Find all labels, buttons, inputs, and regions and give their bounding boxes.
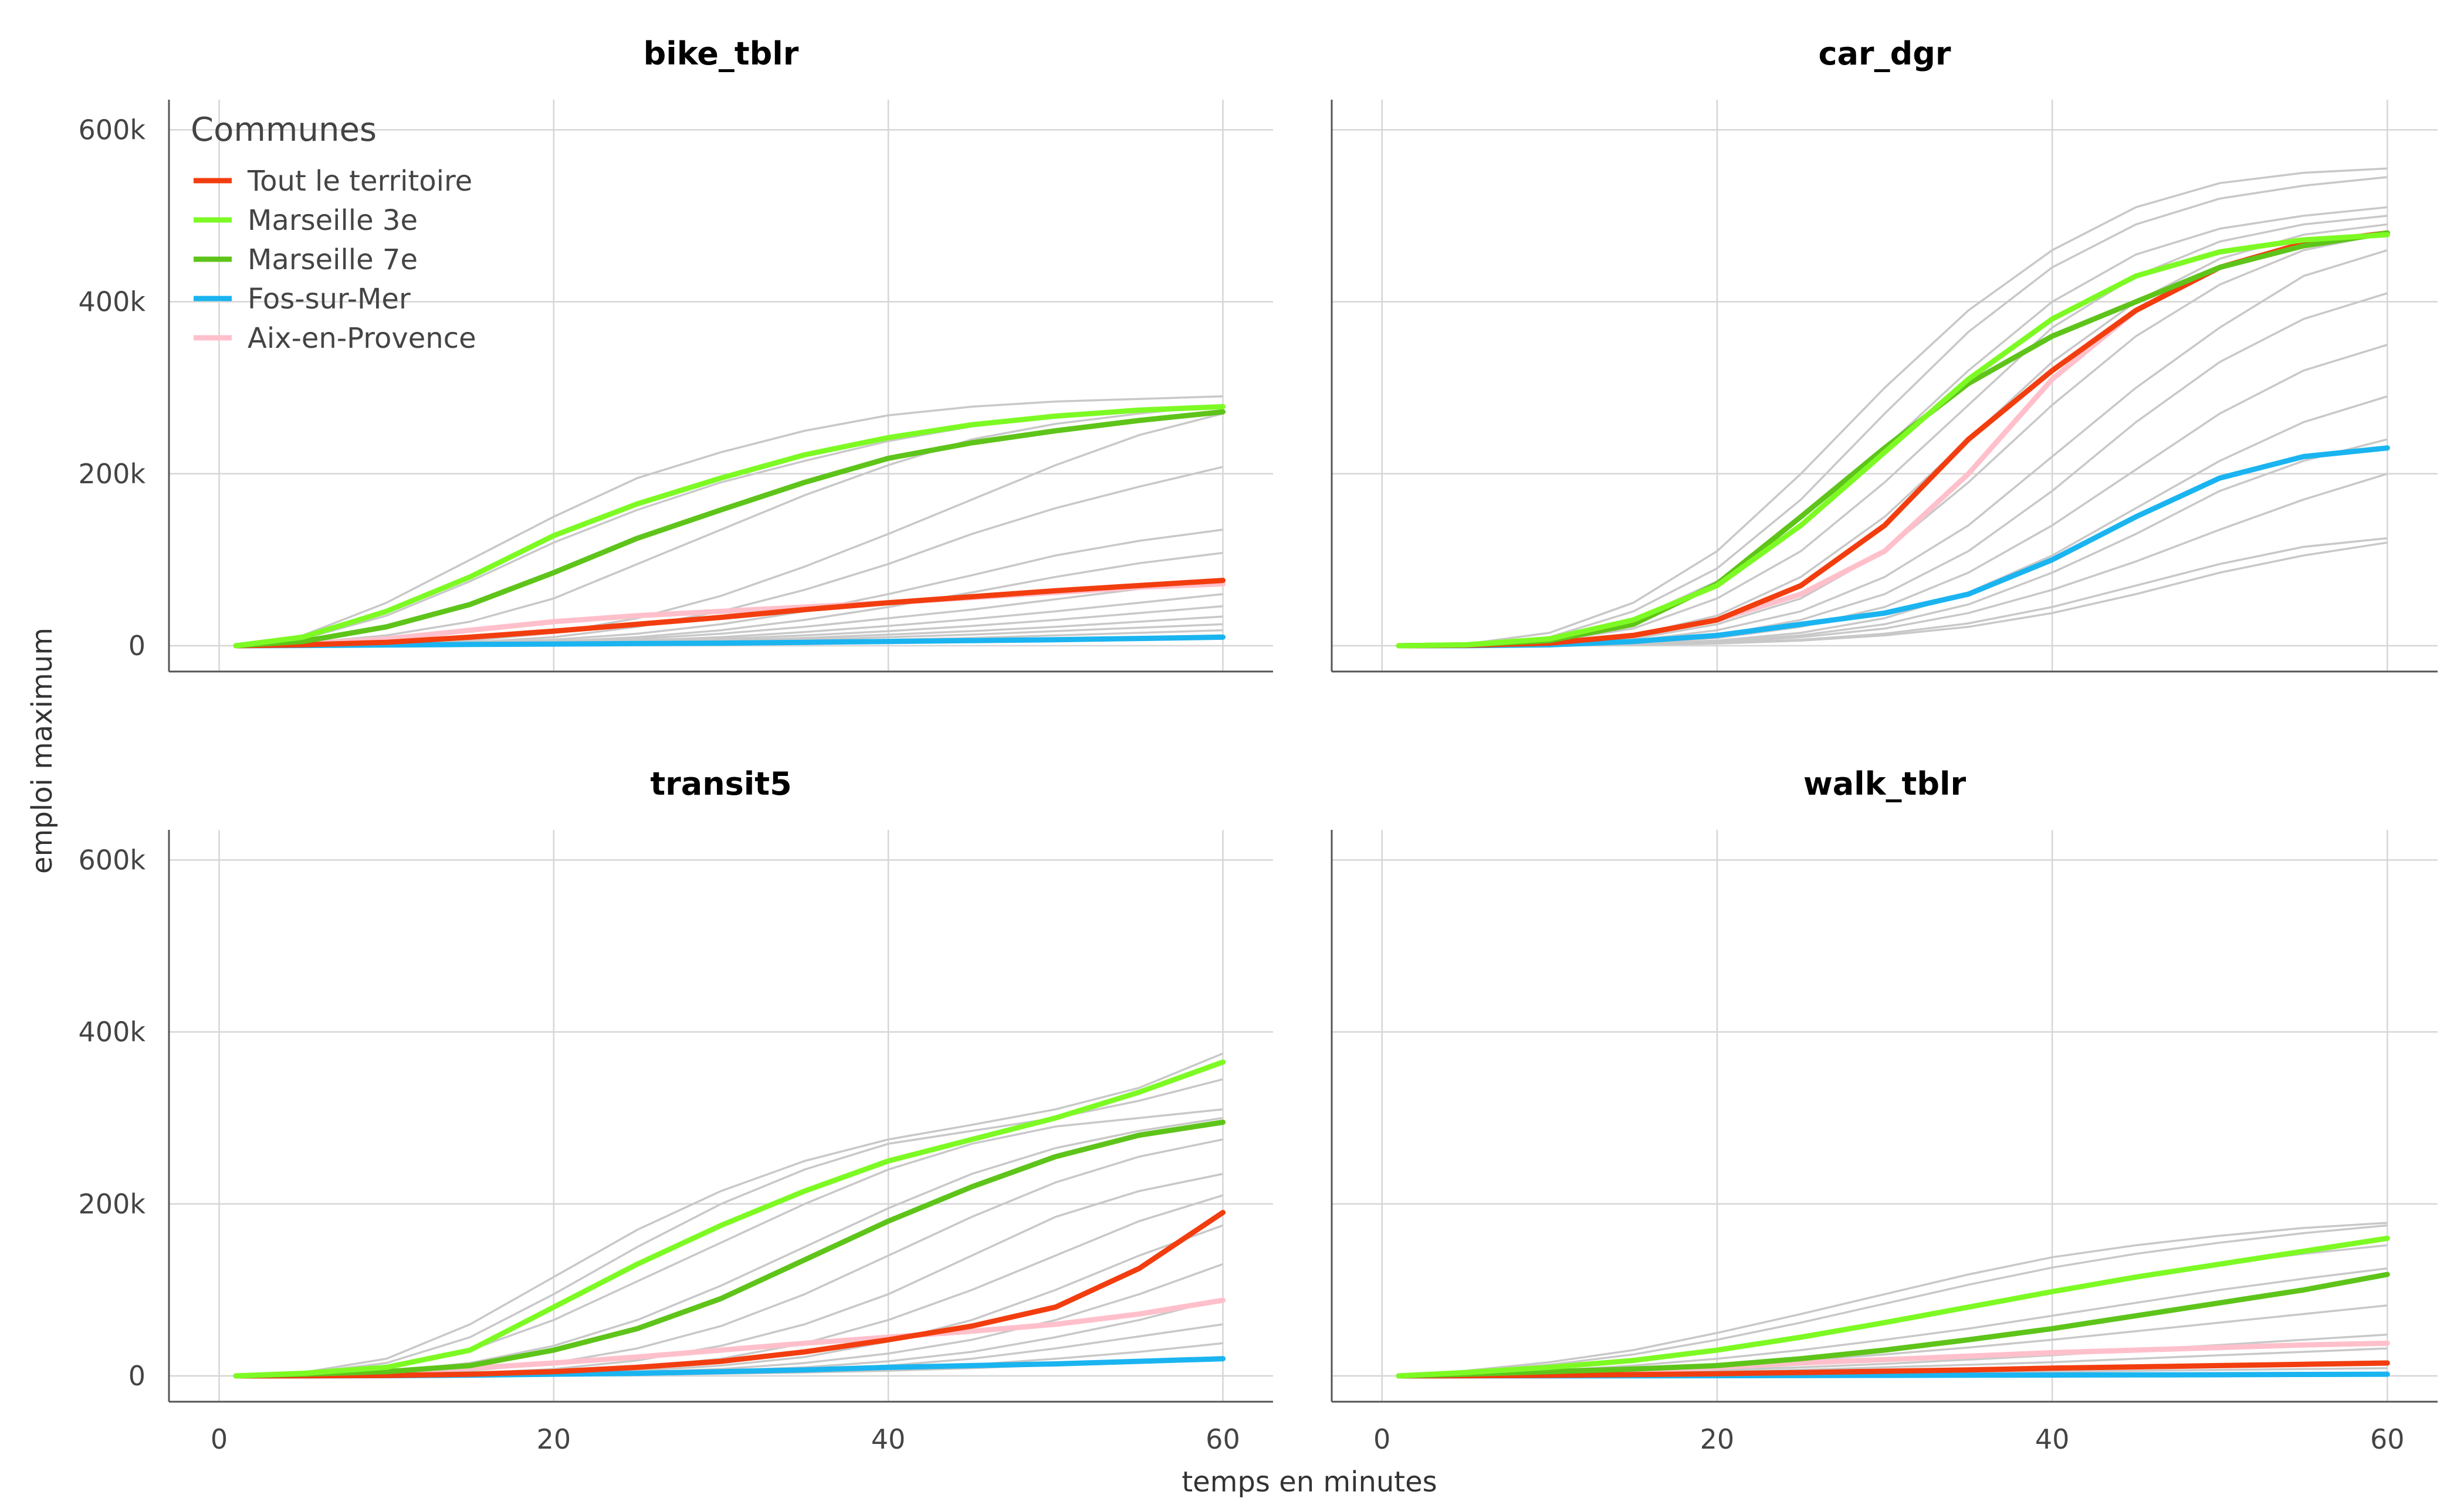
background-series-line	[236, 404, 1223, 647]
series-line-fos-sur-mer	[233, 634, 1226, 649]
x-tick-label: 20	[537, 1423, 571, 1455]
panel-bike-tblr: bike_tblr 0 200k 400k 600k	[79, 35, 1273, 673]
x-tick-label: 20	[1700, 1423, 1735, 1455]
background-series-line	[1399, 537, 2388, 647]
background-series-line	[1399, 344, 2388, 647]
series-line-marseille-3e	[1396, 1235, 2390, 1379]
series-line-marseille-7e	[233, 1120, 1226, 1379]
background-series-line	[236, 1052, 1224, 1377]
series-line-tout-le-territoire	[233, 1209, 1226, 1379]
panel-walk-tblr: walk_tblr 0 20 40 60	[1331, 765, 2438, 1455]
legend-label-tout-le-territoire: Tout le territoire	[247, 165, 472, 198]
background-series-line	[236, 1138, 1223, 1377]
series-line-marseille-7e	[1396, 230, 2390, 649]
panel-car-dgr: car_dgr	[1331, 35, 2438, 673]
background-series-line	[1399, 167, 2388, 647]
series-line-marseille-3e	[1396, 232, 2390, 649]
y-tick-label: 400k	[79, 1016, 146, 1048]
legend-label-marseille-7e: Marseille 7e	[248, 243, 418, 276]
panel-title: walk_tblr	[1803, 765, 1967, 802]
series-line-marseille-7e	[1396, 1272, 2390, 1379]
panel-title: bike_tblr	[644, 35, 799, 72]
x-tick-label: 40	[871, 1423, 906, 1455]
series-line-tout-le-territoire	[233, 578, 1226, 649]
y-tick-label: 0	[128, 1360, 145, 1392]
y-tick-label: 200k	[79, 1188, 146, 1220]
panel-title: transit5	[650, 765, 791, 802]
x-tick-label: 60	[1206, 1423, 1240, 1455]
x-tick-label: 40	[2035, 1423, 2070, 1455]
legend-label-fos-sur-mer: Fos-sur-Mer	[248, 283, 411, 316]
background-series-line	[1399, 1244, 2388, 1377]
series-line-tout-le-territoire	[1396, 1360, 2390, 1379]
background-series-line	[1399, 206, 2388, 647]
background-series-line	[236, 551, 1223, 647]
y-tick-label: 600k	[79, 844, 146, 876]
background-series-line	[1399, 395, 2388, 647]
x-tick-label: 0	[211, 1423, 228, 1455]
x-tick-label: 60	[2370, 1423, 2405, 1455]
background-series-line	[1399, 541, 2388, 647]
series-line-marseille-3e	[233, 1059, 1226, 1379]
legend-label-marseille-3e: Marseille 3e	[248, 204, 418, 237]
legend: Communes Tout le territoire Marseille 3e M…	[191, 111, 476, 355]
background-series-line	[1399, 215, 2388, 647]
x-tick-label: 0	[1373, 1423, 1390, 1455]
background-series-line	[1399, 1222, 2388, 1377]
legend-title: Communes	[191, 111, 377, 149]
y-axis-title: emploi maximum	[26, 628, 59, 874]
background-series-line	[1399, 292, 2388, 647]
legend-label-aix-en-provence: Aix-en-Provence	[248, 322, 476, 355]
x-axis-title: temps en minutes	[1182, 1466, 1437, 1498]
y-tick-label: 200k	[79, 458, 146, 490]
y-tick-label: 400k	[79, 286, 146, 318]
y-tick-label: 600k	[79, 114, 146, 145]
y-tick-label: 0	[128, 630, 145, 662]
background-series-line	[235, 395, 1223, 647]
panel-title: car_dgr	[1818, 35, 1951, 72]
series-line-marseille-3e	[233, 404, 1226, 649]
panel-transit5: transit5 0 200k 400k 600k 0 20 40 60	[79, 765, 1273, 1455]
series-line-marseille-7e	[233, 409, 1226, 649]
background-series-line	[1399, 223, 2388, 647]
